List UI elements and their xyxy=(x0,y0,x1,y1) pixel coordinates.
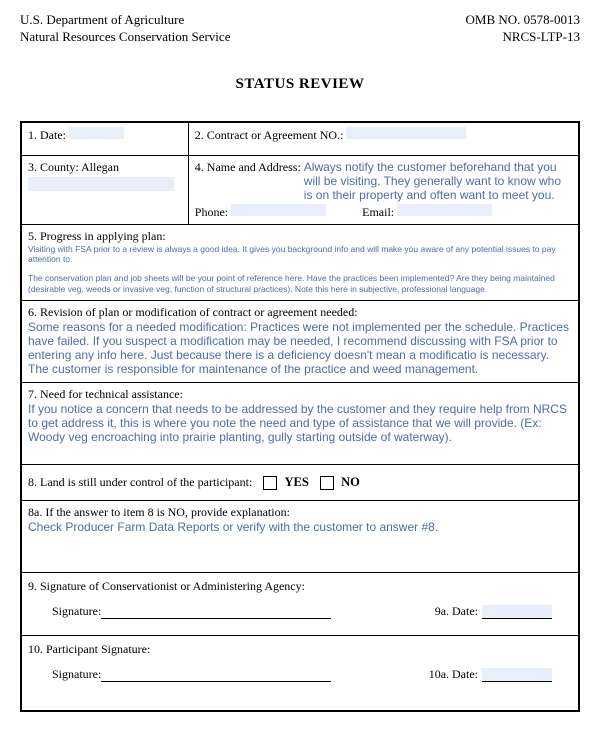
dept-line2: Natural Resources Conservation Service xyxy=(20,29,230,46)
omb-number: OMB NO. 0578-0013 xyxy=(466,12,580,29)
label-8a: 8a. If the answer to item 8 is NO, provi… xyxy=(28,505,572,520)
label-6: 6. Revision of plan or modification of c… xyxy=(28,305,572,320)
label-email: Email: xyxy=(362,205,394,219)
label-no: NO xyxy=(341,475,360,489)
dept-line1: U.S. Department of Agriculture xyxy=(20,12,230,29)
checkbox-no[interactable] xyxy=(320,476,334,490)
section-10: 10. Participant Signature: Signature: 10… xyxy=(22,636,578,710)
form-number: NRCS-LTP-13 xyxy=(466,29,580,46)
header-right: OMB NO. 0578-0013 NRCS-LTP-13 xyxy=(466,12,580,46)
row-1-2: 1. Date: 2. Contract or Agreement NO.: xyxy=(22,123,578,156)
section-8: 8. Land is still under control of the pa… xyxy=(22,465,578,501)
field-phone[interactable] xyxy=(231,204,326,216)
header-left: U.S. Department of Agriculture Natural R… xyxy=(20,12,230,46)
field-email[interactable] xyxy=(397,204,492,216)
note-5a: Visiting with FSA prior to a review is a… xyxy=(28,244,572,265)
row-3-4: 3. County: Allegan 4. Name and Address: … xyxy=(22,156,578,225)
note-8a: Check Producer Farm Data Reports or veri… xyxy=(28,520,572,534)
label-contract: 2. Contract or Agreement NO.: xyxy=(195,128,344,142)
page-header: U.S. Department of Agriculture Natural R… xyxy=(20,12,580,46)
section-6: 6. Revision of plan or modification of c… xyxy=(22,301,578,383)
county-value: Allegan xyxy=(81,160,119,174)
field-9a-date[interactable] xyxy=(482,605,552,619)
field-county[interactable] xyxy=(28,177,174,191)
section-9: 9. Signature of Conservationist or Admin… xyxy=(22,573,578,636)
section-5: 5. Progress in applying plan: Visiting w… xyxy=(22,225,578,302)
field-9-signature[interactable] xyxy=(101,618,331,619)
section-8a: 8a. If the answer to item 8 is NO, provi… xyxy=(22,501,578,573)
label-5: 5. Progress in applying plan: xyxy=(28,229,572,244)
label-phone: Phone: xyxy=(195,205,228,219)
label-10a-date: 10a. Date: xyxy=(429,667,478,682)
form-title: STATUS REVIEW xyxy=(20,76,580,93)
note-7: If you notice a concern that needs to be… xyxy=(28,402,572,444)
label-9-sig: Signature: xyxy=(52,604,101,619)
label-yes: YES xyxy=(285,475,309,489)
field-contract[interactable] xyxy=(346,127,466,139)
field-date[interactable] xyxy=(69,127,124,139)
form-body: 1. Date: 2. Contract or Agreement NO.: 3… xyxy=(20,121,580,713)
note-5b: The conservation plan and job sheets wil… xyxy=(28,273,572,294)
label-10-sig: Signature: xyxy=(52,667,101,682)
checkbox-yes[interactable] xyxy=(263,476,277,490)
label-10: 10. Participant Signature: xyxy=(28,642,572,657)
label-9: 9. Signature of Conservationist or Admin… xyxy=(28,579,572,594)
section-7: 7. Need for technical assistance: If you… xyxy=(22,383,578,465)
label-date: 1. Date: xyxy=(28,128,66,142)
label-name-address: 4. Name and Address: xyxy=(195,160,301,175)
field-10-signature[interactable] xyxy=(101,681,331,682)
label-county: 3. County: xyxy=(28,160,79,174)
field-10a-date[interactable] xyxy=(482,668,552,682)
label-9a-date: 9a. Date: xyxy=(435,604,478,619)
note-name-address: Always notify the customer beforehand th… xyxy=(304,160,572,202)
note-6: Some reasons for a needed modification: … xyxy=(28,320,572,376)
label-8: 8. Land is still under control of the pa… xyxy=(28,475,252,489)
label-7: 7. Need for technical assistance: xyxy=(28,387,572,402)
